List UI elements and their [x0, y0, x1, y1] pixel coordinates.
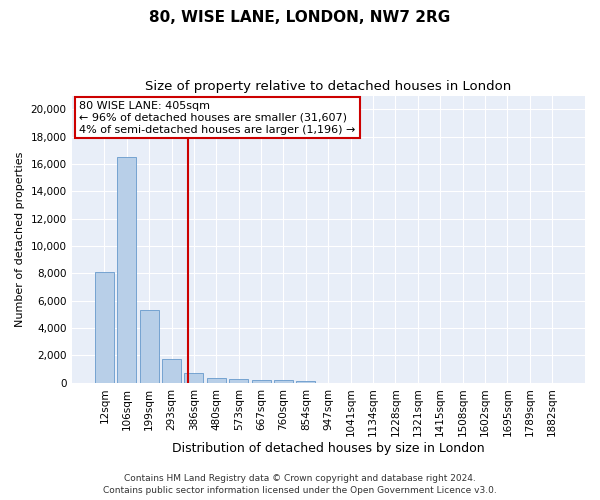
- X-axis label: Distribution of detached houses by size in London: Distribution of detached houses by size …: [172, 442, 485, 455]
- Text: 80 WISE LANE: 405sqm
← 96% of detached houses are smaller (31,607)
4% of semi-de: 80 WISE LANE: 405sqm ← 96% of detached h…: [79, 102, 356, 134]
- Bar: [95, 272, 114, 383]
- Bar: [140, 310, 158, 383]
- Text: Contains HM Land Registry data © Crown copyright and database right 2024.
Contai: Contains HM Land Registry data © Crown c…: [103, 474, 497, 495]
- Bar: [162, 359, 181, 383]
- Bar: [207, 378, 226, 383]
- Text: 80, WISE LANE, LONDON, NW7 2RG: 80, WISE LANE, LONDON, NW7 2RG: [149, 10, 451, 25]
- Title: Size of property relative to detached houses in London: Size of property relative to detached ho…: [145, 80, 511, 93]
- Bar: [296, 381, 316, 383]
- Bar: [229, 379, 248, 383]
- Bar: [274, 380, 293, 383]
- Bar: [251, 380, 271, 383]
- Bar: [117, 157, 136, 383]
- Bar: [184, 374, 203, 383]
- Y-axis label: Number of detached properties: Number of detached properties: [15, 152, 25, 327]
